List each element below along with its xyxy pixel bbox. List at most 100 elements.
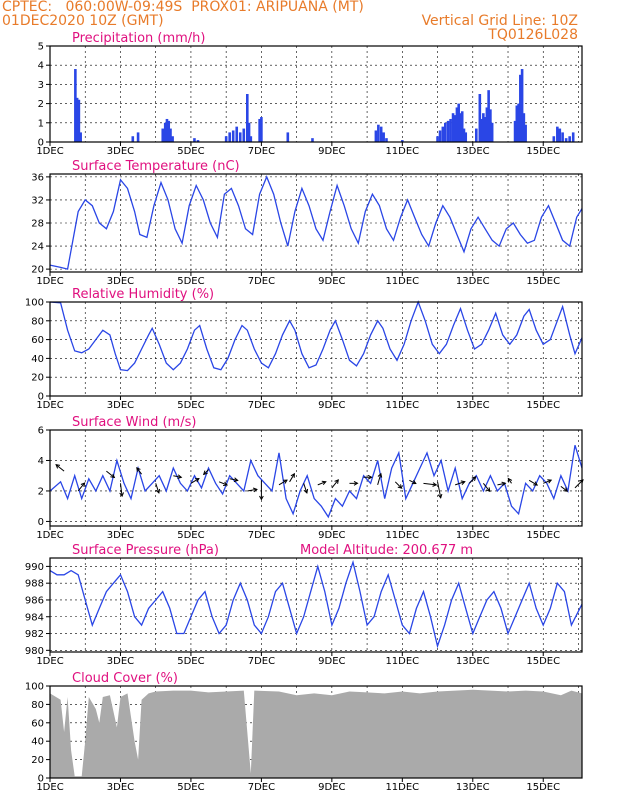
precip-bar [558,128,562,142]
x-tick-label: 5DEC [177,530,204,541]
panel-title: Cloud Cover (%) [72,671,178,686]
wind-arrow-head [194,477,200,483]
precip-bar [242,128,246,142]
wind-arrow [77,482,85,492]
precip-bar [517,103,520,142]
panel-frame [49,429,583,527]
wind-arrow-head [321,480,327,486]
x-tick-label: 9DEC [318,276,345,287]
precip-bar [571,132,575,142]
y-tick-label: 980 [25,646,44,657]
wind-arrow [528,479,538,486]
wind-arrow-head [353,480,359,486]
x-tick-label: 3DEC [107,530,134,541]
y-tick-label: 986 [25,595,44,606]
header-model: TQ0126L028 [488,27,578,43]
wind-arrow [289,473,295,483]
y-tick-label: 28 [31,219,44,230]
y-tick-label: 20 [31,755,44,766]
x-tick-label: 5DEC [177,782,204,793]
x-tick-label: 7DEC [248,146,275,157]
x-tick-label: 3DEC [107,146,134,157]
wind-arrow-head [377,472,383,478]
precip-bar [79,132,82,142]
wind-arrow [106,470,115,478]
header-line-1: CPTEC: 060:00W-09:49S PROX01: ARIPUANA (… [2,0,364,15]
x-tick-label: 15DEC [526,782,560,793]
wind-arrow [543,479,552,484]
wind-arrow-head [233,477,239,483]
precip-bar [245,94,249,142]
precip-bar [286,132,290,142]
x-tick-label: 3DEC [107,656,134,667]
precip-bar [224,136,228,142]
x-tick-label: 5DEC [177,276,204,287]
wind-arrow-head [411,479,417,485]
precip-bar [464,132,468,142]
precip-bar [75,97,79,142]
wind-arrow [119,483,123,497]
wind-arrow [278,479,288,486]
precip-bar [136,132,140,142]
panel-4: 980 982 984 986 988 990 Surface Pressure (hPa)… [25,543,583,667]
precip-bar [131,136,135,142]
panel-title: Surface Temperature (nC) [72,159,240,174]
y-tick-label: 32 [31,195,44,206]
y-tick-label: 0 [38,392,44,403]
x-tick-label: 5DEC [177,400,204,411]
y-tick-label: 60 [31,335,44,346]
y-tick-label: 6 [38,426,44,437]
x-tick-label: 13DEC [456,400,490,411]
precip-bar [438,130,442,142]
y-tick-label: 0 [38,138,44,149]
y-tick-label: 4 [38,456,44,467]
panel-3: 0 2 4 6 Surface Wind (m/s) 1DEC 3DEC 5DEC 7DEC 9D… [36,415,584,541]
x-tick-label: 11DEC [385,400,419,411]
precip-bar [258,118,261,142]
wind-arrow-head [55,464,61,469]
y-tick-label: 4 [38,61,44,72]
wind-arrow-head [563,487,569,492]
precip-bar [449,118,452,142]
y-tick-label: 988 [25,579,44,590]
wind-arrow-head [533,481,539,486]
precip-bar [482,113,485,142]
precip-bar [455,107,459,142]
x-tick-label: 13DEC [456,656,490,667]
precip-bar [374,130,378,142]
precip-bar [513,120,517,142]
x-tick-label: 15DEC [526,530,560,541]
x-tick-label: 1DEC [36,782,63,793]
precip-bar [522,113,526,142]
wind-arrow [303,483,308,494]
x-tick-label: 1DEC [36,146,63,157]
precip-bar [475,128,478,142]
x-tick-label: 9DEC [318,656,345,667]
precip-bar [480,118,483,142]
wind-arrow [331,479,339,489]
panel-title: Precipitation (mm/h) [72,31,205,46]
precip-bar [457,103,460,142]
wind-arrow-head [119,492,124,498]
precip-bar [483,117,487,142]
x-tick-label: 9DEC [318,530,345,541]
panel-frame [49,45,583,143]
series-line [49,300,583,372]
wind-arrow-head [507,477,513,483]
x-tick-label: 13DEC [456,782,490,793]
panel-frame [49,173,583,273]
panel-1: 20 24 28 32 36 Surface Temperature (nC) 1DEC 3D… [31,159,583,287]
panel-title: Surface Wind (m/s) [72,415,196,430]
wind-arrow-head [367,474,373,480]
precip-bar [436,136,439,142]
precip-bar [247,122,251,142]
series-line [49,559,583,649]
wind-arrow [247,488,257,492]
panel-title: Surface Pressure (hPa) [72,543,219,558]
precip-bar [379,126,383,142]
y-tick-label: 1 [38,118,44,129]
precip-bar [377,124,380,142]
x-tick-label: 15DEC [526,276,560,287]
panel-annotation: Model Altitude: 200.677 m [300,543,473,558]
